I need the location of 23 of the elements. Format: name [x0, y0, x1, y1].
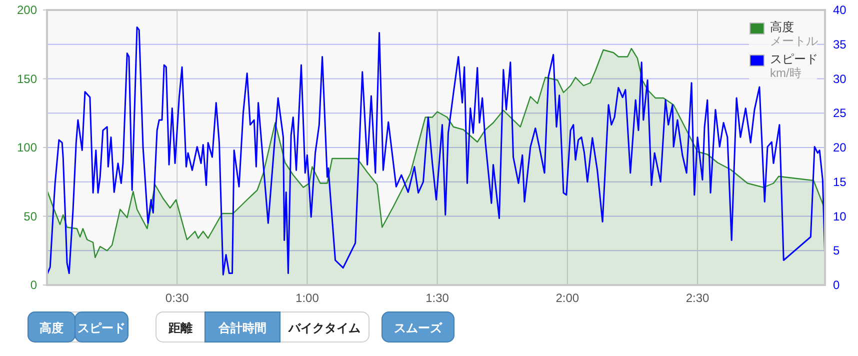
annotation: メートル — [770, 34, 818, 48]
x-tick-label: 2:00 — [556, 291, 580, 305]
x-tick-label: 0:30 — [165, 291, 190, 305]
x-tick-label: 1:30 — [426, 291, 450, 305]
y-tick-label: 100 — [16, 140, 38, 154]
y2-tick-label: 30 — [833, 72, 847, 86]
y-tick-label: 150 — [16, 72, 38, 86]
legend-label: 高度 — [770, 20, 794, 34]
y2-tick-label: 20 — [833, 140, 847, 154]
x-tick-label: 2:30 — [686, 291, 710, 305]
y2-tick-label: 0 — [833, 278, 840, 292]
y2-tick-label: 10 — [833, 209, 847, 224]
y2-tick-label: 35 — [833, 37, 847, 52]
y2-tick-label: 15 — [833, 174, 847, 189]
y2-tick-label: 25 — [833, 106, 847, 120]
legend-label: スピード — [770, 52, 818, 66]
y2-tick-label: 40 — [833, 3, 847, 17]
y-tick-label: 50 — [24, 209, 38, 224]
annotation: km/時 — [770, 66, 802, 80]
y2-tick-label: 5 — [833, 244, 840, 258]
y-tick-label: 0 — [30, 278, 38, 292]
x-tick-label: 1:00 — [296, 291, 320, 305]
y-tick-label: 200 — [16, 3, 38, 17]
